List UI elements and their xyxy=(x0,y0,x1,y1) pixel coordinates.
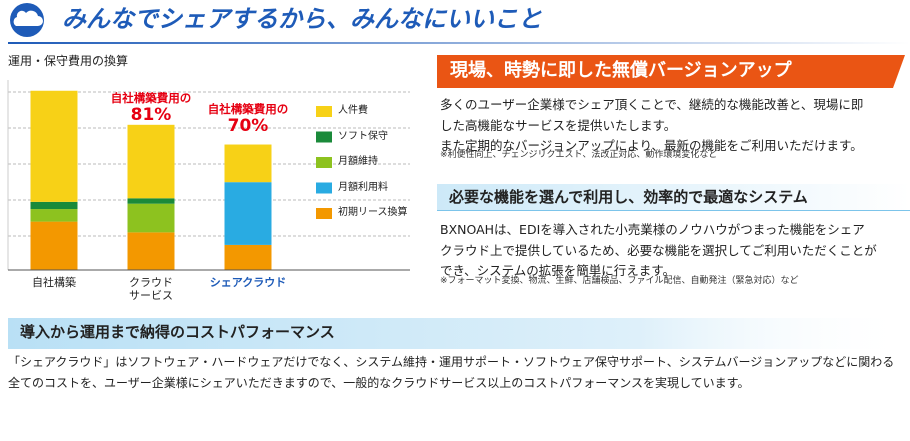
header-rule xyxy=(8,42,910,44)
body-line: した高機能なサービスを提供いたします。 xyxy=(440,117,677,133)
legend-swatch xyxy=(316,208,332,219)
annotation: 自社構築費用の xyxy=(207,102,289,116)
body-line: でき、システムの拡張を簡単に行えます。 xyxy=(440,263,676,278)
bar-segment xyxy=(30,90,78,202)
body-line: 多くのユーザー企業様でシェア頂くことで、継続的な機能改善と、現場に即 xyxy=(440,97,864,112)
bar-segment xyxy=(127,232,175,270)
bar-segment xyxy=(224,182,272,245)
cloud-icon xyxy=(10,3,44,37)
bar-segment xyxy=(224,244,272,270)
note: ※利便性向上、チェンジリクエスト、法改正対応、動作環境変化など xyxy=(440,150,718,160)
banner-bottom xyxy=(8,318,910,349)
section-title: 導入から運用まで納得のコストパフォーマンス xyxy=(20,323,335,341)
legend-swatch xyxy=(316,131,332,143)
legend-label: 初期リース換算 xyxy=(338,207,408,218)
body-line: 全てのコストを、ユーザー企業様にシェアいただきますので、一般的なクラウドサービス… xyxy=(8,375,750,390)
legend-label: ソフト保守 xyxy=(338,130,388,142)
bar-segment xyxy=(30,221,78,270)
annotation: 自社構築費用の xyxy=(110,91,192,105)
bar-segment xyxy=(224,144,272,183)
x-tick-label: クラウド サービス xyxy=(129,276,173,302)
legend-swatch xyxy=(316,106,332,117)
bar-segment xyxy=(30,209,78,222)
body-line: クラウド上で提供しているため、必要な機能を選択してご利用いただくことが xyxy=(440,242,877,258)
bar-segment xyxy=(30,201,78,210)
bar-segment xyxy=(127,203,175,233)
x-tick-label: シェアクラウド xyxy=(209,276,287,289)
annotation-value: 81% xyxy=(130,105,172,125)
note: ※フォーマット変換、物流、生鮮、店舗検品、ファイル配信、自動発注（緊急対応）など xyxy=(440,276,799,286)
annotation-value: 70% xyxy=(227,116,269,136)
legend-label: 人件費 xyxy=(338,105,368,116)
section-title: 必要な機能を選んで利用し、効率的で最適なシステム xyxy=(449,188,808,206)
banner-blue xyxy=(437,184,910,210)
legend-label: 月額利用料 xyxy=(338,181,388,193)
bar-segment xyxy=(127,124,175,199)
legend-swatch xyxy=(316,182,332,194)
page-title: みんなでシェアするから、みんなにいいこと xyxy=(62,5,542,33)
body-line: また定期的なバージョンアップにより、最新の機能をご利用いただけます。 xyxy=(440,138,863,153)
legend-label: 月額維持 xyxy=(338,156,378,167)
banner-rule xyxy=(437,210,910,211)
section-title: 現場、時勢に即した無償バージョンアップ xyxy=(450,60,792,81)
chart-title: 運用・保守費用の換算 xyxy=(8,54,129,68)
banner-orange xyxy=(437,55,905,88)
chart xyxy=(7,80,410,271)
bar-segment xyxy=(127,198,175,204)
body-line: BXNOAHは、EDIを導入された小売業様のノウハウがつまった機能をシェア xyxy=(440,222,865,237)
legend-swatch xyxy=(316,157,332,168)
x-tick-label: 自社構築 xyxy=(32,276,76,289)
body-line: 「シェアクラウド」はソフトウェア・ハードウェアだけでなく、システム維持・運用サポ… xyxy=(8,355,895,369)
